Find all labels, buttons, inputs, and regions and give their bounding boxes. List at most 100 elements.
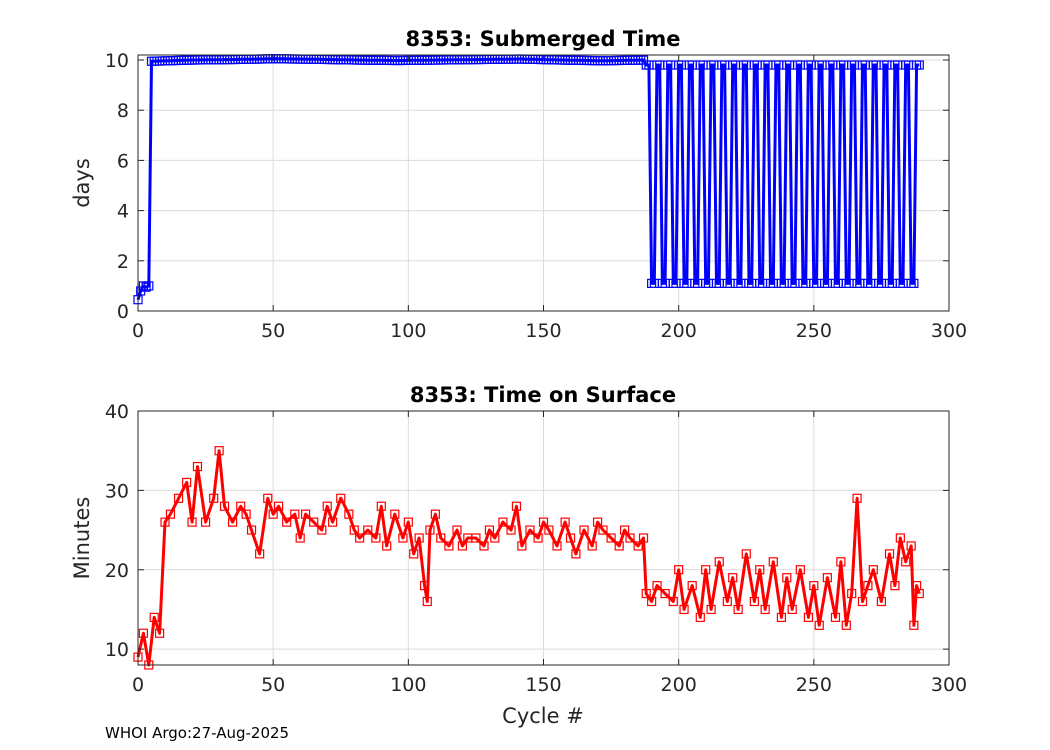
data-point-marker — [749, 596, 759, 607]
data-point-marker — [376, 501, 386, 511]
data-point-marker — [755, 565, 765, 575]
x-tick-label: 100 — [390, 674, 426, 696]
data-point-marker — [268, 509, 278, 519]
axis-ticks: 0 50 100 150 200 250 300 0 2 4 6 8 10 — [105, 50, 967, 342]
data-point-marker — [782, 573, 792, 583]
data-point-marker — [409, 549, 419, 559]
y-axis-label: Minutes — [70, 497, 94, 580]
data-point-marker — [506, 525, 516, 535]
data-point-marker — [390, 509, 400, 519]
data-point-marker — [255, 549, 265, 559]
surface-time-panel: 0 50 100 150 200 250 300 10 20 30 40 8353: Time on… — [70, 383, 967, 728]
data-point-marker — [246, 525, 257, 535]
data-point-marker — [301, 509, 311, 519]
y-tick-label: 0 — [117, 301, 129, 323]
data-point-marker — [571, 549, 581, 559]
data-point-marker — [282, 517, 292, 527]
data-point-marker — [471, 533, 481, 543]
y-tick-label: 8 — [117, 100, 129, 122]
data-point-marker — [173, 493, 184, 503]
data-point-marker — [876, 596, 887, 607]
data-point-marker — [741, 549, 751, 559]
x-tick-label: 0 — [132, 674, 144, 696]
data-point-marker — [830, 612, 841, 622]
data-point-marker — [517, 541, 527, 551]
data-point-marker — [836, 557, 846, 567]
data-point-marker — [371, 533, 381, 543]
data-point-marker — [890, 581, 900, 591]
data-point-marker — [187, 517, 197, 527]
data-point-marker — [363, 525, 373, 535]
data-point-marker — [901, 557, 911, 567]
footer-credit: WHOI Argo:27-Aug-2025 — [105, 724, 290, 742]
y-tick-label: 40 — [105, 401, 129, 423]
y-tick-label: 4 — [117, 201, 129, 223]
x-tick-label: 100 — [390, 320, 426, 342]
data-point-marker — [273, 501, 284, 511]
data-point-marker — [498, 517, 508, 527]
data-point-marker — [652, 581, 662, 591]
data-point-marker — [430, 509, 440, 519]
data-point-marker — [479, 541, 489, 551]
data-point-marker — [344, 509, 354, 519]
data-point-marker — [847, 588, 857, 599]
data-point-marker — [525, 525, 535, 535]
data-point-marker — [490, 533, 500, 543]
data-point-marker — [414, 533, 424, 543]
data-point-marker — [728, 573, 738, 583]
data-point-marker — [706, 604, 716, 615]
data-point-marker — [560, 517, 570, 527]
data-point-marker — [322, 501, 332, 511]
data-point-marker — [160, 517, 170, 527]
data-point-marker — [452, 525, 462, 535]
x-tick-label: 300 — [931, 674, 967, 696]
data-point-marker — [909, 620, 919, 630]
data-point-marker — [619, 525, 630, 535]
data-point-marker — [263, 493, 273, 503]
data-point-marker — [625, 533, 635, 543]
data-point-marker — [419, 581, 430, 591]
data-point-marker — [701, 565, 711, 575]
data-point-marker — [638, 55, 649, 65]
data-point-marker — [538, 517, 549, 527]
data-point-marker — [403, 517, 413, 527]
x-tick-label: 300 — [931, 320, 967, 342]
data-point-marker — [533, 533, 543, 543]
data-point-marker — [138, 628, 149, 638]
x-tick-label: 150 — [525, 674, 561, 696]
data-point-marker — [309, 517, 319, 527]
data-point-marker — [579, 525, 589, 535]
data-point-marker — [355, 533, 365, 543]
data-point-marker — [165, 509, 176, 519]
y-axis-label: days — [70, 158, 94, 208]
data-point-marker — [141, 282, 151, 292]
data-point-marker — [895, 533, 905, 543]
x-tick-label: 50 — [261, 674, 285, 696]
data-point-marker — [884, 549, 895, 559]
data-point-marker — [236, 501, 246, 511]
data-point-marker — [214, 446, 224, 456]
data-point-marker — [219, 501, 230, 511]
data-point-marker — [382, 541, 392, 551]
data-point-marker — [349, 525, 359, 535]
chart-title: 8353: Time on Surface — [410, 383, 676, 407]
submerged-time-panel: 0 50 100 150 200 250 300 0 2 4 6 8 10 8353: Submerge… — [70, 27, 967, 342]
data-point-marker — [484, 525, 495, 535]
data-point-marker — [776, 612, 786, 622]
x-tick-label: 250 — [796, 320, 832, 342]
data-point-marker — [795, 565, 805, 575]
x-tick-label: 0 — [132, 320, 144, 342]
data-point-marker — [787, 604, 797, 615]
data-point-marker — [679, 604, 689, 615]
axis-ticks: 0 50 100 150 200 250 300 10 20 30 40 — [105, 401, 967, 696]
data-series — [133, 446, 924, 670]
data-point-marker — [914, 60, 924, 70]
data-point-marker — [868, 565, 878, 575]
data-point-marker — [192, 461, 203, 472]
data-point-marker — [565, 533, 576, 543]
data-point-marker — [714, 557, 724, 567]
data-point-marker — [598, 525, 608, 535]
data-point-marker — [857, 596, 868, 607]
data-point-marker — [336, 493, 346, 503]
